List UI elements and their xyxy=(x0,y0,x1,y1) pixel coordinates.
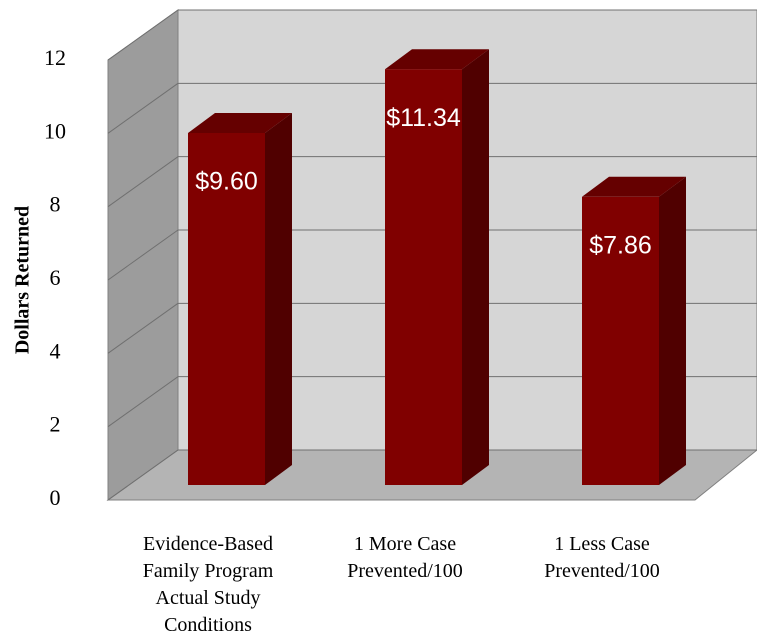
value-label: $9.60 xyxy=(195,168,258,196)
bars xyxy=(188,49,686,486)
grid-line xyxy=(107,82,179,134)
y-tick-label: 10 xyxy=(44,118,66,143)
grid-line xyxy=(107,156,179,208)
y-tick-label: 8 xyxy=(50,192,61,217)
bar-side xyxy=(265,113,292,485)
grid-line xyxy=(107,9,179,61)
y-tick-label: 2 xyxy=(50,412,61,437)
bar xyxy=(582,176,686,486)
bar-top xyxy=(582,176,686,197)
value-label: $7.86 xyxy=(589,231,652,259)
bar xyxy=(188,113,292,485)
bar xyxy=(385,49,489,485)
y-tick-label: 12 xyxy=(44,45,66,70)
value-label: $11.34 xyxy=(386,104,461,132)
bar-side xyxy=(659,176,686,486)
x-tick-label: Evidence-Based Family Program Actual Study… xyxy=(143,533,274,636)
y-tick-label: 0 xyxy=(50,485,61,510)
grid-line xyxy=(107,376,179,428)
grid-line xyxy=(107,229,179,281)
bar-top xyxy=(385,49,489,70)
x-tick-label: 1 More Case Prevented/100 xyxy=(347,533,463,582)
grid-line xyxy=(107,302,179,354)
bar-top xyxy=(188,113,292,133)
x-tick-label: 1 Less Case Prevented/100 xyxy=(544,533,660,582)
y-axis-label: Dollars Returned xyxy=(12,206,34,354)
y-tick-label: 6 xyxy=(50,265,61,290)
bar-front xyxy=(188,133,265,485)
y-tick-label: 4 xyxy=(50,338,61,363)
bar-front xyxy=(385,69,462,485)
grid-line xyxy=(107,449,179,501)
bar-front xyxy=(582,196,659,486)
bar-side xyxy=(462,49,489,485)
